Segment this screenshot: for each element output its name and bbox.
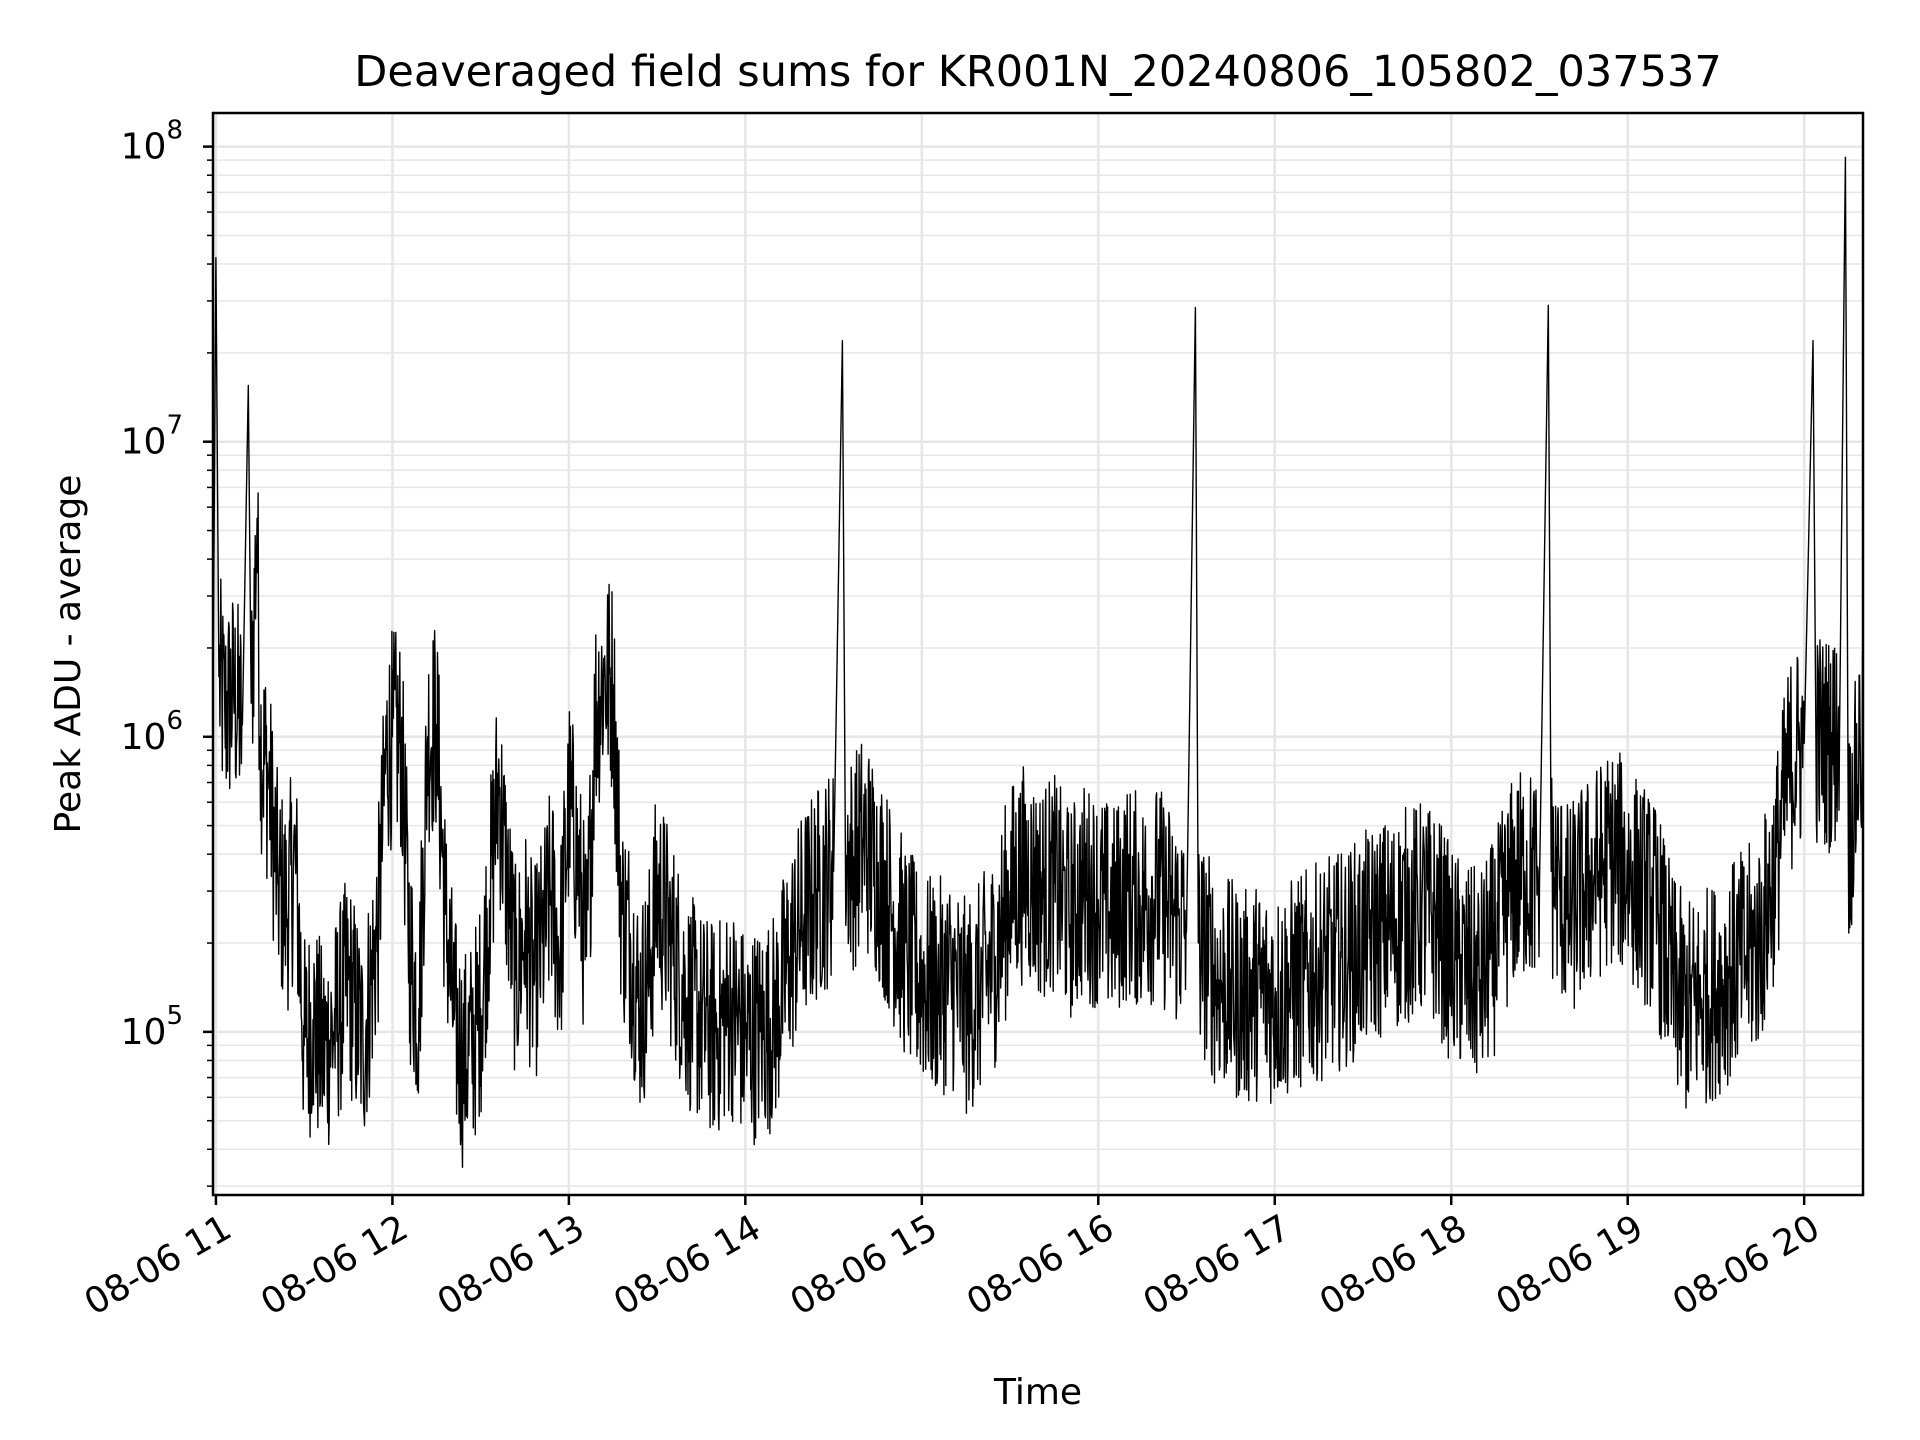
- series-line: [212, 156, 1864, 1168]
- y-tick-exponent: 7: [166, 411, 183, 441]
- y-tick-exponent: 6: [166, 706, 183, 736]
- y-tick-exponent: 8: [166, 116, 183, 146]
- x-axis-label: Time: [993, 1372, 1082, 1413]
- y-axis-label: Peak ADU - average: [48, 475, 89, 834]
- chart-title: Deaveraged field sums for KR001N_2024080…: [354, 47, 1721, 97]
- plot-frame: [211, 111, 1865, 1197]
- series-layer: [212, 156, 1864, 1168]
- y-tick-exponent: 5: [166, 1001, 183, 1031]
